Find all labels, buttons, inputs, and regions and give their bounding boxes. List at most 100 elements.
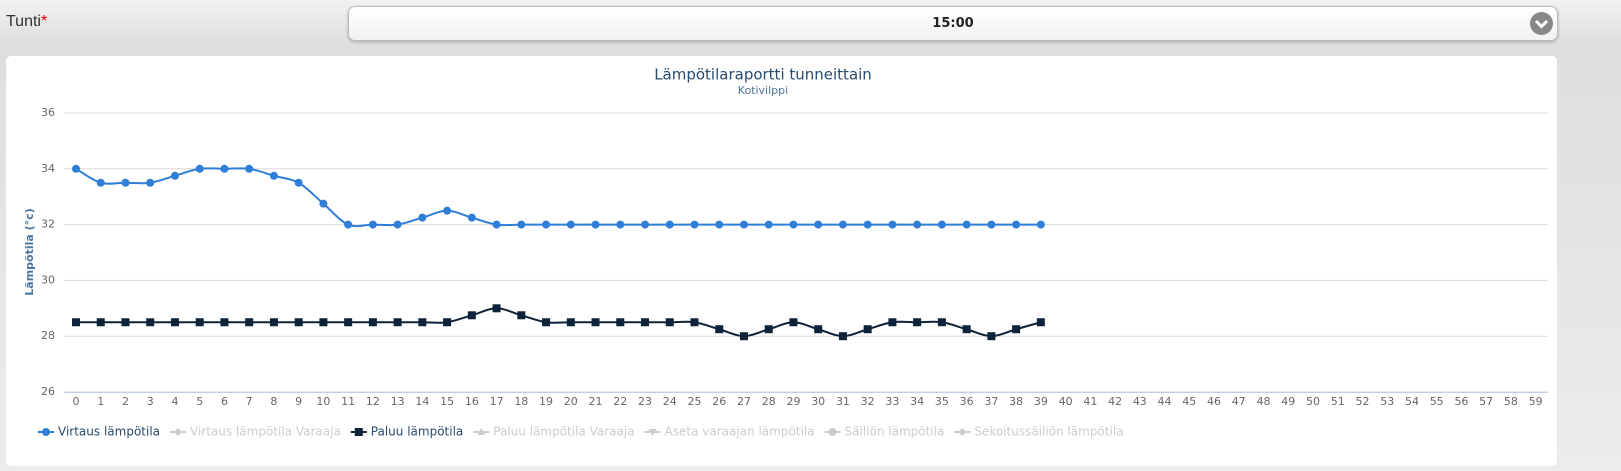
x-tick-label: 3 [147, 395, 154, 408]
legend-label: Säiliön lämpötila [845, 425, 945, 439]
x-tick-label: 25 [688, 395, 702, 408]
marker [828, 428, 837, 436]
marker [913, 220, 922, 229]
legend-item[interactable]: Paluu lämpötila Varaaja [473, 425, 635, 439]
x-tick-label: 27 [737, 395, 751, 408]
legend-label: Virtaus lämpötila Varaaja [190, 425, 341, 439]
y-tick-label: 36 [41, 106, 55, 119]
x-tick-label: 50 [1306, 395, 1320, 408]
marker [195, 164, 204, 173]
marker [838, 332, 847, 341]
marker [170, 171, 179, 180]
marker [789, 318, 798, 327]
legend-label: Aseta varaajan lämpötila [665, 425, 815, 439]
marker [294, 318, 303, 327]
legend-item[interactable]: Virtaus lämpötila [38, 425, 160, 439]
x-tick-label: 54 [1405, 395, 1419, 408]
y-tick-label: 32 [41, 218, 55, 231]
marker [72, 318, 80, 327]
legend-item[interactable]: Aseta varaajan lämpötila [644, 425, 815, 439]
marker [814, 325, 823, 334]
marker [96, 318, 105, 327]
hour-select[interactable]: 15:00 [348, 6, 1558, 41]
x-tick-label: 10 [316, 395, 330, 408]
dropdown-icon[interactable] [1530, 12, 1553, 35]
legend-item[interactable]: Säiliön lämpötila [824, 425, 945, 439]
x-tick-label: 8 [270, 395, 277, 408]
legend-label: Paluu lämpötila [371, 425, 463, 439]
x-tick-label: 52 [1355, 395, 1369, 408]
x-tick-label: 59 [1529, 395, 1543, 408]
legend-label: Virtaus lämpötila [58, 425, 160, 439]
legend-item[interactable]: Paluu lämpötila [350, 425, 463, 439]
marker [517, 311, 526, 320]
x-tick-label: 58 [1504, 395, 1518, 408]
x-tick-label: 41 [1083, 395, 1097, 408]
x-tick-label: 51 [1331, 395, 1345, 408]
marker [937, 318, 946, 327]
x-tick-label: 28 [762, 395, 776, 408]
marker [542, 318, 551, 327]
legend-item[interactable]: Virtaus lämpötila Varaaja [170, 425, 341, 439]
marker [517, 220, 526, 229]
x-tick-label: 7 [246, 395, 253, 408]
marker [418, 213, 427, 222]
marker [814, 220, 823, 229]
marker [641, 220, 650, 229]
x-tick-label: 35 [935, 395, 949, 408]
marker [616, 318, 625, 327]
x-tick-label: 44 [1158, 395, 1172, 408]
marker [319, 318, 328, 327]
x-tick-label: 30 [811, 395, 825, 408]
marker [665, 318, 674, 327]
marker [344, 220, 353, 229]
marker [269, 171, 278, 180]
marker [467, 213, 476, 222]
marker [962, 220, 971, 229]
marker [96, 178, 105, 187]
marker [641, 318, 650, 327]
x-tick-label: 32 [861, 395, 875, 408]
x-tick-label: 26 [712, 395, 726, 408]
marker [648, 429, 657, 436]
marker [888, 318, 897, 327]
series-line [76, 307, 1042, 338]
x-tick-label: 5 [196, 395, 203, 408]
x-tick-label: 2 [122, 395, 129, 408]
marker [121, 178, 130, 187]
x-tick-label: 48 [1257, 395, 1271, 408]
marker [789, 220, 798, 229]
x-tick-label: 6 [221, 395, 228, 408]
field-label: Tunti* [6, 13, 47, 31]
x-tick-label: 46 [1207, 395, 1221, 408]
x-tick-label: 14 [415, 395, 429, 408]
x-tick-label: 31 [836, 395, 850, 408]
marker [245, 164, 254, 173]
chart-title: Lämpötilaraportti tunneittain [654, 66, 872, 84]
x-tick-label: 36 [960, 395, 974, 408]
x-tick-label: 39 [1034, 395, 1048, 408]
marker [368, 318, 377, 327]
marker [863, 325, 872, 334]
marker [174, 428, 183, 436]
marker [1012, 325, 1021, 334]
marker [591, 318, 600, 327]
marker [443, 206, 452, 215]
marker [319, 199, 328, 208]
marker [566, 318, 575, 327]
marker [418, 318, 427, 327]
x-tick-label: 45 [1182, 395, 1196, 408]
y-tick-label: 26 [41, 385, 55, 398]
x-tick-label: 24 [663, 395, 677, 408]
x-tick-label: 47 [1232, 395, 1246, 408]
legend-item[interactable]: Sekoitussäiliön lämpötila [954, 425, 1124, 439]
chart-panel [6, 56, 1557, 466]
y-tick-label: 34 [41, 162, 55, 175]
marker [690, 318, 699, 327]
marker [987, 220, 996, 229]
toolbar: Tunti* 15:00 [0, 0, 1621, 48]
marker [665, 220, 674, 229]
marker [492, 220, 501, 229]
marker [838, 220, 847, 229]
